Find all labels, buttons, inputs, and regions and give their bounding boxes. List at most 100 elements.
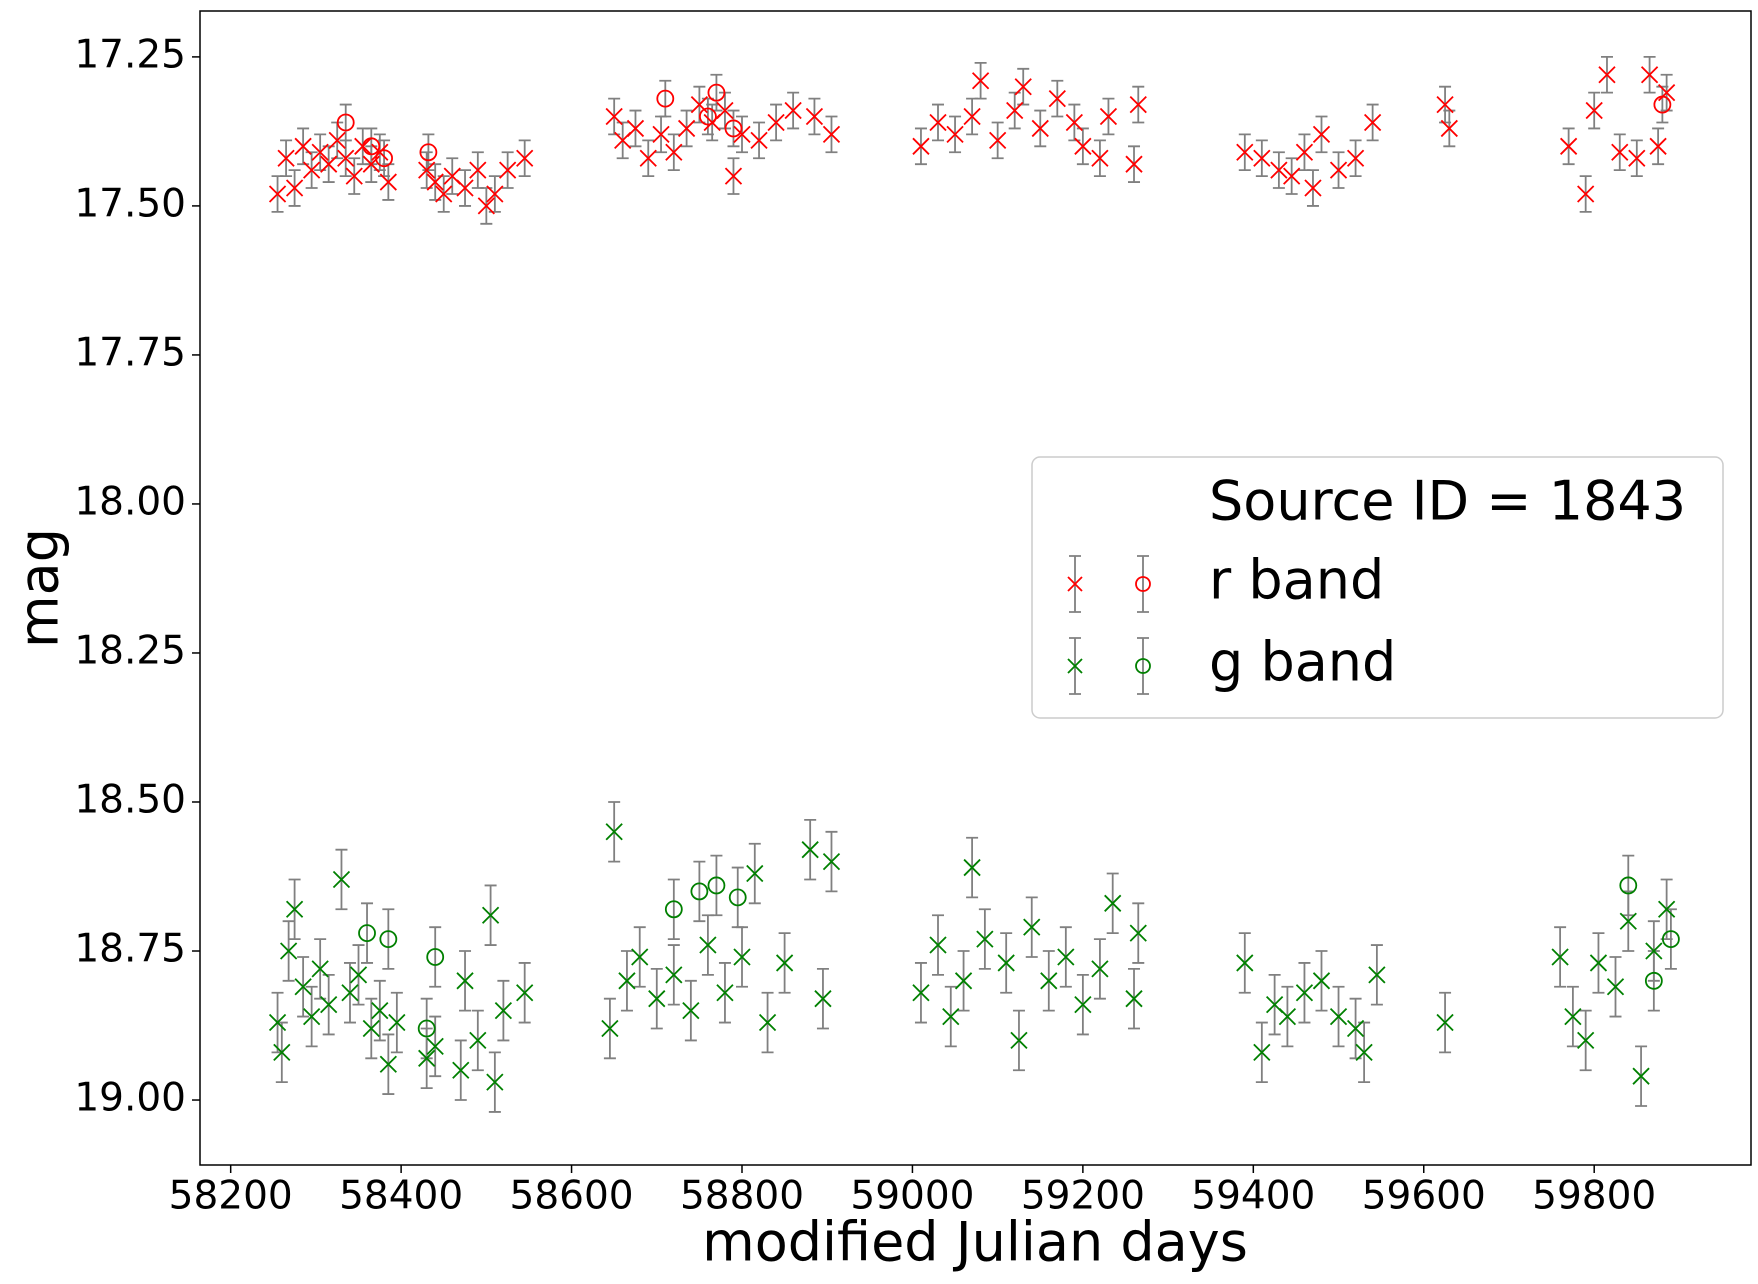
cross-marker	[618, 972, 636, 990]
cross-marker	[349, 966, 368, 984]
cross-marker	[1640, 66, 1659, 84]
cross-marker	[268, 185, 287, 203]
cross-marker	[822, 852, 841, 871]
cross-marker	[469, 1031, 487, 1050]
cross-marker	[942, 1007, 960, 1026]
cross-marker	[1125, 990, 1143, 1008]
circle-marker	[336, 113, 355, 132]
cross-marker	[418, 161, 436, 179]
cross-marker	[320, 996, 338, 1014]
cross-marker	[332, 870, 351, 889]
cross-marker	[1270, 161, 1288, 179]
cross-marker	[477, 197, 495, 215]
cross-marker	[418, 1049, 436, 1067]
cross-marker	[452, 1061, 470, 1079]
cross-marker	[294, 978, 312, 996]
x-tick-label: 59400	[1191, 1174, 1315, 1219]
cross-marker	[733, 125, 751, 144]
cross-marker	[1074, 137, 1092, 155]
error-bar	[361, 902, 374, 964]
cross-marker	[605, 107, 623, 126]
cross-marker	[1006, 101, 1024, 120]
cross-marker	[1440, 119, 1458, 138]
circle-marker	[358, 924, 376, 943]
plot-frame	[199, 10, 1752, 1166]
cross-marker	[1551, 948, 1569, 966]
cross-marker	[631, 948, 649, 966]
cross-marker	[1363, 113, 1382, 132]
cross-marker	[1253, 1043, 1271, 1061]
cross-marker	[1023, 918, 1041, 936]
x-tick-label: 59600	[1362, 1174, 1486, 1219]
y-tick-label: 17.75	[74, 330, 186, 375]
cross-marker	[971, 72, 990, 90]
cross-marker	[963, 858, 981, 877]
circle-marker	[417, 1019, 436, 1038]
x-axis-label: modified Julian days	[702, 1211, 1248, 1274]
circle-marker	[419, 143, 438, 162]
error-bar	[429, 926, 442, 988]
cross-marker	[494, 1001, 513, 1020]
legend-error-bar	[1137, 637, 1149, 695]
cross-marker	[426, 173, 444, 191]
cross-marker	[1657, 84, 1676, 102]
y-tick-label: 17.25	[74, 32, 186, 77]
cross-marker	[716, 984, 734, 1002]
legend-marker	[1067, 658, 1083, 674]
cross-marker	[285, 179, 304, 197]
cross-marker	[516, 149, 534, 167]
cross-marker	[1125, 155, 1143, 173]
x-tick-label: 59800	[1532, 1174, 1656, 1219]
circle-marker	[699, 107, 717, 126]
cross-marker	[320, 155, 338, 173]
cross-marker	[1657, 900, 1676, 918]
cross-marker	[716, 101, 734, 120]
cross-marker	[1436, 1013, 1454, 1032]
cross-marker	[605, 823, 623, 841]
x-tick-label: 58800	[680, 1174, 804, 1219]
y-tick-label: 18.75	[74, 927, 186, 972]
cross-marker	[822, 125, 841, 144]
cross-marker	[1559, 137, 1578, 155]
error-bar	[422, 133, 435, 172]
cross-marker	[1628, 149, 1646, 167]
x-tick-label: 59200	[1021, 1174, 1145, 1219]
cross-marker	[341, 984, 359, 1002]
error-bar	[659, 79, 672, 118]
error-bar	[710, 854, 723, 917]
circle-marker	[1619, 876, 1638, 895]
cross-marker	[469, 161, 487, 179]
error-bar	[382, 908, 395, 970]
cross-marker	[362, 1019, 380, 1038]
cross-marker	[1099, 107, 1118, 126]
cross-marker	[1129, 924, 1147, 942]
cross-marker	[345, 167, 363, 185]
error-bar	[727, 109, 740, 148]
x-tick-label: 59000	[850, 1174, 974, 1219]
cross-marker	[1048, 89, 1066, 108]
legend-marker	[1067, 576, 1083, 592]
cross-marker	[1329, 1007, 1348, 1026]
cross-marker	[285, 900, 304, 918]
cross-marker	[724, 167, 743, 185]
cross-marker	[1312, 125, 1331, 144]
error-bar	[378, 139, 391, 178]
error-bar	[667, 878, 680, 940]
legend-marker	[1135, 576, 1151, 592]
cross-marker	[1236, 143, 1254, 161]
circle-marker	[707, 83, 726, 102]
cross-marker	[758, 1013, 777, 1032]
cross-marker	[699, 936, 717, 954]
cross-marker	[1129, 95, 1147, 114]
cross-marker	[929, 936, 947, 954]
error-bar	[731, 866, 744, 929]
cross-marker	[303, 1007, 321, 1026]
cross-marker	[954, 972, 973, 990]
y-tick-label: 18.25	[74, 628, 186, 673]
cross-marker	[328, 131, 346, 149]
cross-marker	[733, 948, 751, 966]
cross-marker	[1355, 1043, 1373, 1061]
circle-marker	[664, 900, 683, 919]
cross-marker	[601, 1019, 619, 1038]
